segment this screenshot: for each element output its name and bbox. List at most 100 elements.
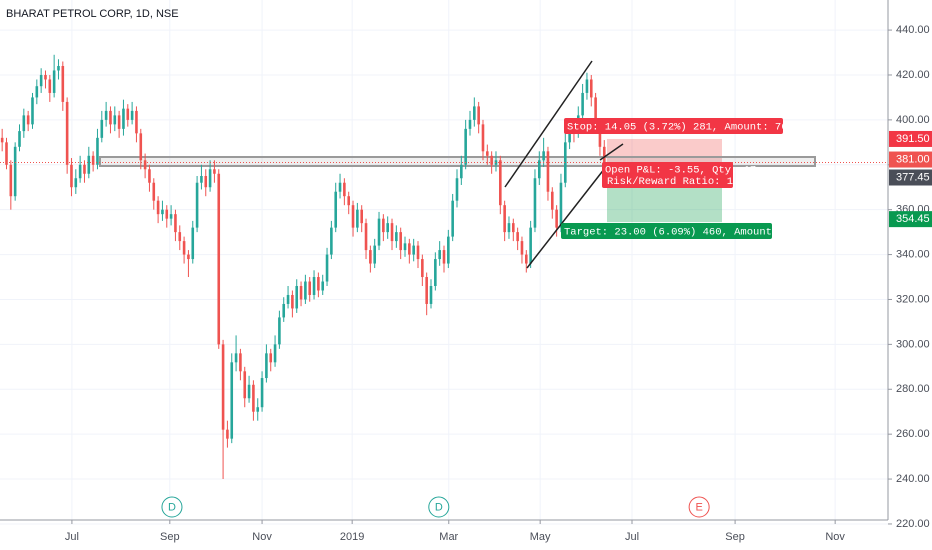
candle-body bbox=[399, 232, 402, 251]
candle-body bbox=[546, 151, 550, 192]
candle-body bbox=[550, 191, 554, 210]
candle-body bbox=[83, 164, 86, 174]
candle-body bbox=[44, 74, 47, 80]
candle-body bbox=[321, 281, 325, 291]
candle-body bbox=[382, 218, 385, 233]
candle-body bbox=[317, 277, 320, 291]
candle-body bbox=[395, 232, 398, 242]
pnl-label: Open P&L: -3.55, Qty: 17 bbox=[605, 164, 756, 176]
candle-body bbox=[126, 108, 130, 120]
event-label: D bbox=[435, 501, 443, 513]
y-tick-label: 220.00 bbox=[896, 518, 930, 530]
candle-body bbox=[589, 79, 593, 98]
candle-body bbox=[195, 182, 199, 228]
candle-body bbox=[442, 250, 446, 264]
candle-body bbox=[165, 209, 169, 219]
candle-body bbox=[169, 214, 173, 219]
candle-body bbox=[516, 232, 519, 242]
candle-body bbox=[347, 196, 351, 206]
candle-body bbox=[143, 160, 147, 170]
y-tick-label: 340.00 bbox=[896, 248, 930, 260]
candle-body bbox=[13, 146, 17, 197]
channel-middle bbox=[599, 143, 624, 161]
candle-body bbox=[598, 124, 602, 147]
candle-body bbox=[455, 178, 459, 201]
candle-body bbox=[31, 97, 34, 125]
candle-body bbox=[200, 176, 203, 183]
candle-body bbox=[602, 146, 606, 171]
candle-body bbox=[520, 241, 524, 255]
candle-body bbox=[429, 286, 433, 304]
price-label-bg bbox=[889, 211, 932, 228]
candle-body bbox=[334, 191, 338, 228]
candle-body bbox=[96, 137, 99, 165]
candle-body bbox=[113, 115, 117, 125]
candle-body bbox=[5, 142, 8, 165]
candle-body bbox=[234, 353, 238, 363]
channel-upper bbox=[504, 60, 593, 188]
candle-body bbox=[477, 106, 480, 125]
y-tick-label: 300.00 bbox=[896, 338, 930, 350]
candle-body bbox=[421, 259, 424, 278]
x-tick-label: Jul bbox=[65, 531, 79, 543]
candle-body bbox=[57, 66, 60, 71]
chart-title: BHARAT PETROL CORP, 1D, NSE bbox=[6, 8, 179, 20]
candle-body bbox=[555, 209, 558, 228]
candle-body bbox=[373, 245, 376, 264]
candle-body bbox=[256, 407, 260, 412]
candle-body bbox=[503, 205, 506, 233]
x-tick-label: Nov bbox=[252, 531, 272, 543]
candle-body bbox=[447, 236, 450, 264]
candle-body bbox=[408, 243, 411, 255]
y-tick-label: 440.00 bbox=[896, 24, 930, 36]
candle-body bbox=[221, 344, 225, 430]
stop-label-bg bbox=[564, 118, 783, 134]
price-label-bg bbox=[889, 151, 932, 168]
candle-body bbox=[464, 128, 467, 165]
axes: 440.00420.00400.00380.00360.00340.00320.… bbox=[65, 24, 932, 543]
candle-body bbox=[360, 209, 363, 224]
y-tick-label: 280.00 bbox=[896, 383, 930, 395]
channel-lower bbox=[526, 167, 606, 269]
price-label-bg bbox=[889, 130, 932, 147]
event-label: E bbox=[695, 501, 702, 513]
candle-body bbox=[174, 214, 177, 233]
candle-body bbox=[109, 110, 112, 125]
candle-body bbox=[356, 209, 359, 228]
candle-body bbox=[252, 384, 255, 412]
candle-body bbox=[369, 250, 372, 264]
candle-body bbox=[559, 182, 563, 228]
candle-body bbox=[581, 92, 584, 116]
candle-body bbox=[481, 124, 485, 152]
candles bbox=[0, 54, 888, 480]
candle-body bbox=[273, 344, 277, 363]
x-tick-label: May bbox=[530, 531, 551, 543]
pnl-label-bg bbox=[602, 162, 733, 188]
x-tick-label: Sep bbox=[725, 531, 745, 543]
candle-body bbox=[182, 241, 186, 255]
position-labels: Stop: 14.05 (3.72%) 281, Amount: 761.15 O… bbox=[561, 118, 813, 239]
candle-body bbox=[52, 70, 56, 93]
price-label: 377.45 bbox=[896, 171, 930, 183]
candle-body bbox=[473, 106, 476, 120]
event-label: D bbox=[168, 501, 176, 513]
candle-body bbox=[135, 110, 138, 134]
candle-body bbox=[533, 178, 537, 228]
candle-body bbox=[529, 227, 532, 264]
candle-body bbox=[390, 223, 394, 242]
x-tick-label: Nov bbox=[825, 531, 845, 543]
candle-body bbox=[39, 74, 43, 87]
stop-label: Stop: 14.05 (3.72%) 281, Amount: 761.15 bbox=[567, 121, 813, 133]
target-label: Target: 23.00 (6.09%) 460, Amount: 1391 bbox=[564, 226, 810, 238]
candle-body bbox=[563, 142, 567, 183]
candle-body bbox=[460, 164, 463, 179]
price-label: 381.00 bbox=[896, 153, 930, 165]
candle-body bbox=[74, 178, 78, 188]
candle-body bbox=[260, 378, 264, 408]
candle-body bbox=[338, 182, 342, 192]
event-marker bbox=[428, 496, 450, 518]
candle-body bbox=[156, 200, 160, 215]
candle-body bbox=[499, 160, 502, 206]
candle-body bbox=[512, 223, 515, 233]
candle-body bbox=[490, 155, 493, 165]
